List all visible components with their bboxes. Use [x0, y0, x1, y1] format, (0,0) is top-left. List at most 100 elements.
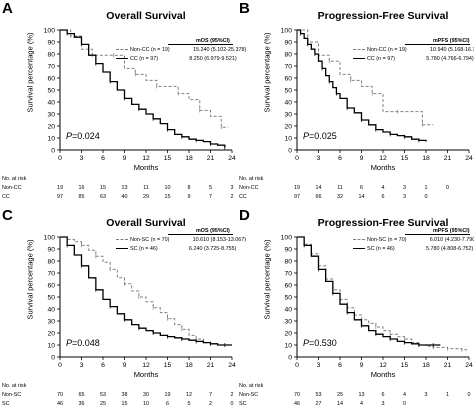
y-tick-label: 100 — [281, 27, 293, 34]
x-tick-label: 24 — [465, 155, 473, 162]
y-axis-label: Survival percentage (%) — [25, 239, 35, 320]
risk-cell: 97 — [294, 194, 300, 200]
y-tick-label: 40 — [284, 99, 292, 106]
legend-row: Non-SC (n = 70) 6.010 (4.230-7.790) — [353, 236, 474, 245]
x-tick-label: 18 — [422, 362, 430, 369]
risk-cell: 12 — [186, 392, 192, 398]
legend-row: CC (n = 97) 5.780 (4.766-6.794) — [353, 55, 474, 64]
legend-header: mOS (95%CI) — [196, 228, 230, 234]
risk-cell: 1 — [424, 185, 428, 191]
y-tick-label: 90 — [284, 39, 292, 46]
p-value: P=0.025 — [303, 131, 337, 141]
x-tick-label: 15 — [401, 155, 409, 162]
dashed-line-swatch — [116, 49, 128, 51]
x-tick-label: 12 — [379, 155, 387, 162]
y-tick-label: 40 — [284, 306, 292, 313]
y-axis-label: Survival percentage (%) — [262, 32, 272, 113]
x-tick-label: 15 — [401, 362, 409, 369]
risk-cell: 15 — [100, 185, 106, 191]
risk-cell: 70 — [57, 392, 63, 398]
y-tick-label: 0 — [51, 354, 55, 361]
y-tick-label: 50 — [47, 87, 55, 94]
x-tick-label: 3 — [317, 362, 321, 369]
legend-row: CC (n = 97) 8.250 (6.979-9.521) — [116, 55, 237, 64]
risk-cell: 14 — [315, 185, 322, 191]
dashed-line-swatch — [116, 239, 128, 241]
risk-cell: 6 — [360, 185, 363, 191]
risk-cell: 19 — [294, 185, 300, 191]
risk-cell: 46 — [57, 401, 63, 407]
dashed-line-swatch — [353, 49, 365, 51]
x-tick-label: 6 — [338, 155, 342, 162]
x-tick-label: 18 — [185, 155, 193, 162]
chart-title: Overall Survival — [106, 217, 186, 229]
risk-cell: 25 — [337, 392, 343, 398]
survival-curve-sc — [60, 236, 232, 346]
risk-cell: 66 — [315, 194, 322, 200]
risk-cell: 40 — [121, 194, 128, 200]
risk-cell: 3 — [424, 392, 428, 398]
x-tick-label: 15 — [164, 362, 172, 369]
risk-cell: 7 — [209, 194, 212, 200]
risk-cell: 27 — [315, 401, 322, 407]
x-tick-label: 6 — [338, 362, 342, 369]
risk-cell: 0 — [424, 194, 428, 200]
y-tick-label: 100 — [44, 27, 56, 34]
y-tick-label: 50 — [284, 294, 292, 301]
x-tick-label: 21 — [444, 362, 452, 369]
y-tick-label: 70 — [284, 270, 292, 277]
y-tick-label: 30 — [284, 111, 292, 118]
x-tick-label: 21 — [207, 362, 215, 369]
risk-cell: 13 — [358, 392, 365, 398]
risk-cell: 5 — [209, 185, 212, 191]
risk-cell: 4 — [360, 401, 363, 407]
risk-cell: 53 — [100, 392, 106, 398]
y-tick-label: 30 — [47, 111, 55, 118]
y-tick-label: 40 — [47, 306, 55, 313]
panel-a: 0 10 20 30 40 50 60 70 80 90 100 0 3 6 9 12 15 18 21 24 A O… — [0, 0, 246, 206]
y-tick-label: 80 — [284, 51, 292, 58]
risk-cell: 97 — [57, 194, 63, 200]
panel-label: B — [239, 0, 250, 17]
y-tick-label: 90 — [47, 39, 55, 46]
y-tick-label: 60 — [47, 75, 55, 82]
risk-cell: 10 — [164, 185, 171, 191]
x-tick-label: 0 — [295, 155, 299, 162]
risk-cell: 63 — [100, 194, 106, 200]
risk-cell: 7 — [209, 392, 212, 398]
risk-cell: 14 — [358, 194, 365, 200]
risk-cell: 30 — [143, 392, 149, 398]
y-tick-label: 20 — [284, 123, 292, 130]
x-axis-label: Months — [370, 163, 396, 172]
survival-curve-non-cc — [297, 29, 434, 126]
solid-line-swatch — [353, 58, 365, 60]
y-tick-label: 100 — [44, 234, 56, 241]
x-tick-label: 0 — [58, 155, 62, 162]
legend-header: mPFS (95%CI) — [433, 228, 470, 234]
x-axis-label: Months — [370, 370, 396, 379]
panel-c: 0 10 20 30 40 50 60 70 80 90 100 0 3 6 9 12 15 18 21 24 C O… — [0, 207, 246, 413]
y-axis-label: Survival percentage (%) — [262, 239, 272, 320]
survival-curve-non-sc — [60, 236, 232, 346]
risk-row-label: CC — [2, 194, 10, 200]
p-value: P=0.048 — [66, 338, 100, 348]
risk-header: No. at risk — [2, 176, 27, 182]
risk-cell: 36 — [78, 401, 85, 407]
survival-curve-cc — [297, 29, 427, 142]
y-tick-label: 80 — [284, 258, 292, 265]
y-tick-label: 30 — [284, 318, 292, 325]
risk-cell: 11 — [143, 185, 149, 191]
risk-cell: 3 — [403, 185, 406, 191]
legend-rule — [168, 234, 233, 235]
risk-row-label: Non-SC — [239, 392, 259, 398]
x-axis-label: Months — [133, 370, 159, 379]
risk-row-label: SC — [239, 401, 247, 407]
solid-line-swatch — [116, 248, 128, 250]
p-value: P=0.024 — [66, 131, 100, 141]
panel-label: D — [239, 207, 250, 224]
panel-label: C — [2, 207, 13, 224]
risk-cell: 9 — [187, 194, 191, 200]
y-tick-label: 20 — [47, 123, 55, 130]
x-tick-label: 3 — [80, 362, 84, 369]
x-tick-label: 18 — [422, 155, 430, 162]
